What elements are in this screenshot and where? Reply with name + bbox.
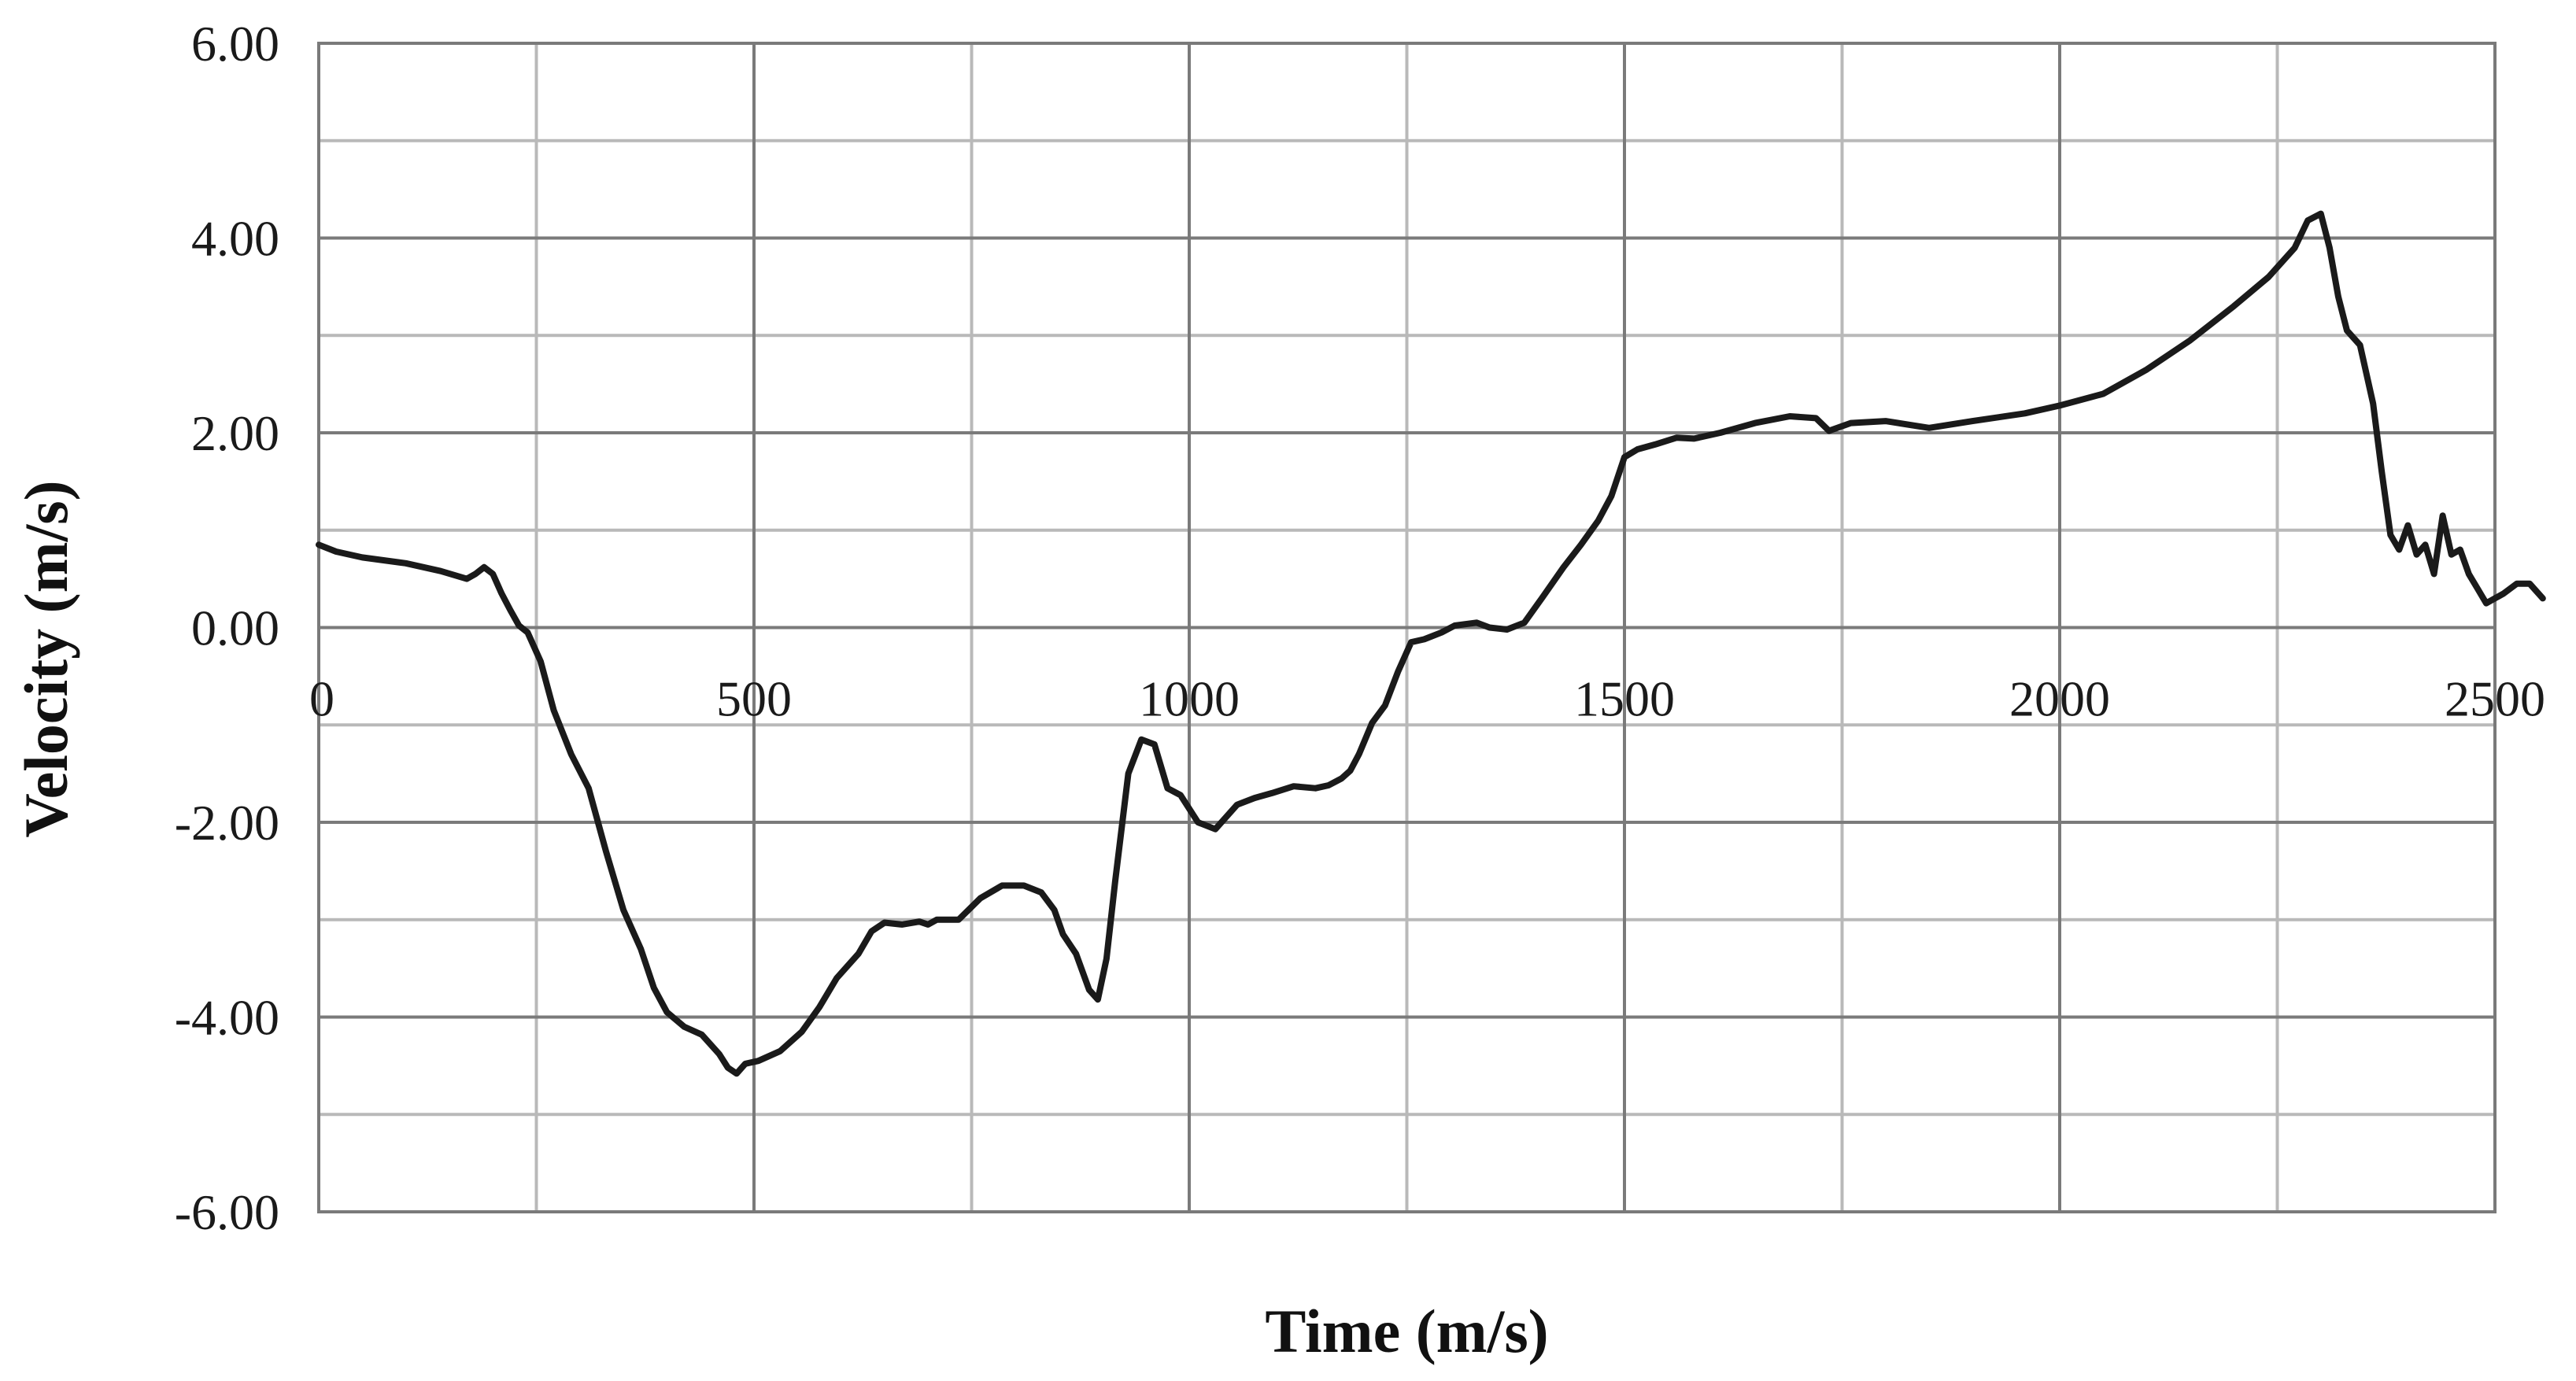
- x-tick-label: 1000: [1139, 671, 1240, 727]
- y-tick-label: -2.00: [175, 795, 279, 851]
- x-tick-label: 2000: [2009, 671, 2110, 727]
- x-tick-label: 0: [309, 671, 334, 727]
- y-tick-label: 4.00: [191, 211, 279, 267]
- velocity-series-line: [316, 210, 2546, 1077]
- y-tick-label: 0.00: [191, 600, 279, 656]
- x-axis-title: Time (m/s): [1265, 1297, 1548, 1365]
- x-tick-label: 1500: [1574, 671, 1675, 727]
- y-tick-labels: 6.00 4.00 2.00 0.00 -2.00 -4.00 -6.00: [175, 16, 279, 1240]
- x-tick-label: 500: [716, 671, 792, 727]
- plot-frame: [317, 42, 2497, 1213]
- x-tick-labels: 0 500 1000 1500 2000 2500: [309, 671, 2545, 727]
- y-tick-label: -4.00: [175, 990, 279, 1046]
- y-tick-label: 2.00: [191, 405, 279, 461]
- y-tick-label: -6.00: [175, 1184, 279, 1240]
- y-axis-title: Velocity (m/s): [12, 480, 80, 837]
- x-tick-label: 2500: [2445, 671, 2545, 727]
- y-tick-label: 6.00: [191, 16, 279, 72]
